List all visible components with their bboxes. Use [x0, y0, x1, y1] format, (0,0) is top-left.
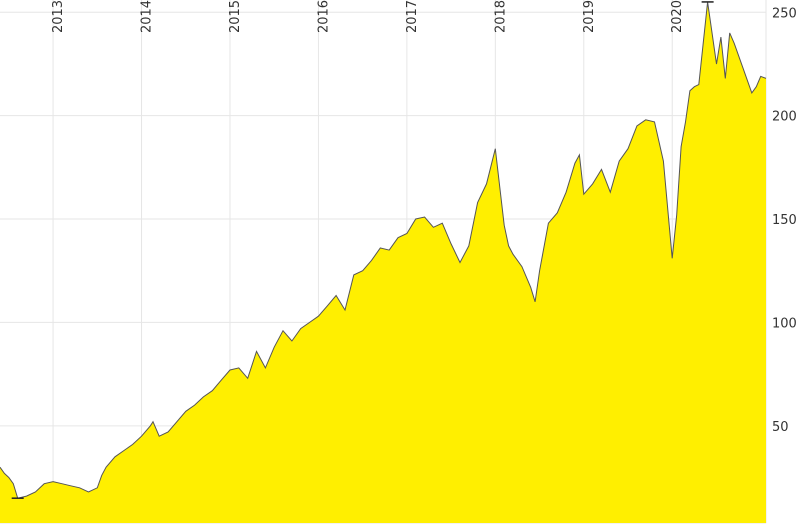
x-tick-label: 2017 [405, 0, 420, 33]
marker-layer [11, 1, 714, 499]
y-tick-label: 50 [772, 420, 789, 435]
y-tick-label: 200 [772, 110, 797, 125]
x-tick-label: 2013 [51, 0, 66, 33]
x-tick-label: 2019 [582, 0, 597, 33]
y-tick-label: 100 [772, 316, 797, 331]
x-tick-label: 2020 [670, 0, 685, 33]
tick-layer: 2013 2014 2015 2016 2017 2018 2019 2020 50 100 150… [51, 0, 797, 435]
y-tick-label: 250 [772, 6, 797, 21]
price-line [0, 1, 767, 499]
y-tick-label: 150 [772, 213, 797, 228]
x-tick-label: 2018 [493, 0, 508, 33]
x-tick-label: 2015 [228, 0, 243, 33]
x-tick-label: 2014 [140, 0, 155, 33]
x-tick-label: 2016 [316, 0, 331, 33]
area-fill [0, 1, 766, 523]
